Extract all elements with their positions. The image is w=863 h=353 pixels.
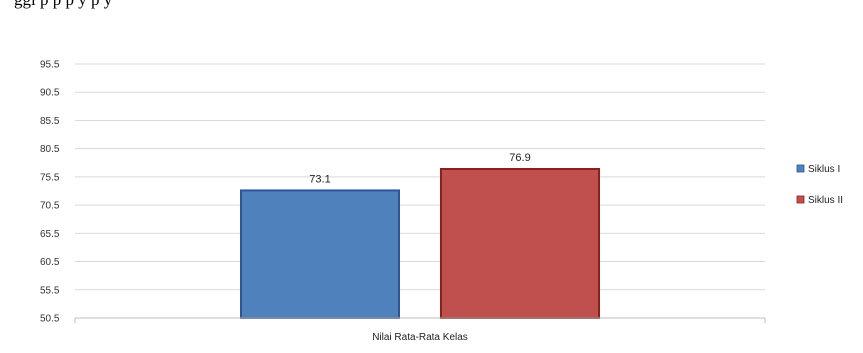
legend-label: Siklus II	[808, 195, 843, 206]
y-axis-tick-labels: 50.5 55.5 60.5 65.5 70.5 75.5 80.5 85.5 90.5 95.5	[40, 60, 60, 325]
clipped-text-line: ggi p p p y p y	[14, 0, 863, 14]
legend-swatch	[796, 164, 805, 173]
gridlines	[74, 63, 766, 323]
y-tick-label: 80.5	[40, 144, 60, 155]
legend-swatch	[796, 195, 805, 204]
legend: Siklus I Siklus II	[796, 164, 843, 206]
y-tick-label: 75.5	[40, 172, 60, 183]
data-label: 76.9	[509, 152, 530, 164]
bar-siklus-ii	[440, 167, 600, 319]
y-tick-label: 90.5	[40, 88, 60, 99]
y-tick-label: 95.5	[40, 60, 60, 71]
data-labels: 73.1 76.9	[309, 152, 530, 185]
y-tick-label: 70.5	[40, 201, 60, 212]
data-label: 73.1	[309, 173, 330, 185]
bars	[240, 167, 600, 320]
x-category-label: Nilai Rata-Rata Kelas	[372, 332, 468, 343]
y-tick-label: 65.5	[40, 229, 60, 240]
y-tick-label: 85.5	[40, 116, 60, 127]
y-tick-label: 60.5	[40, 257, 60, 268]
y-tick-label: 50.5	[40, 314, 60, 325]
bar-siklus-i	[240, 189, 400, 320]
y-tick-label: 55.5	[40, 285, 60, 296]
legend-label: Siklus I	[808, 164, 840, 175]
